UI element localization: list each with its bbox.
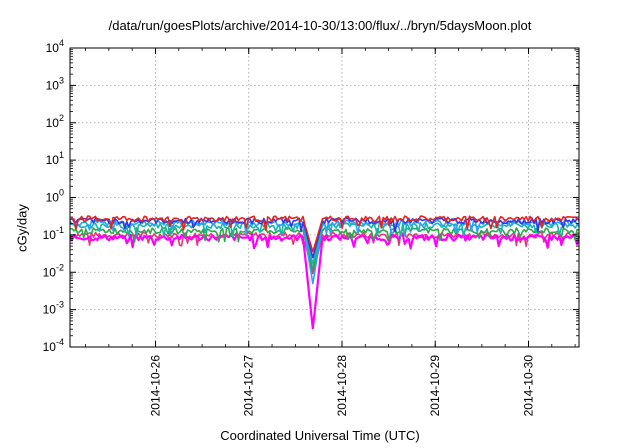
x-tick-label: 2014-10-28 <box>335 355 349 417</box>
y-tick-base: 10 <box>46 78 60 92</box>
series-line <box>69 233 581 330</box>
y-tick-label: 100 <box>46 188 64 205</box>
y-tick-base: 10 <box>46 116 60 130</box>
series-line <box>69 231 580 275</box>
x-tick-labels: 2014-10-26 2014-10-27 2014-10-28 2014-10-29… <box>148 355 535 417</box>
y-tick-base: 10 <box>46 41 60 55</box>
y-tick-exponent: 3 <box>59 75 64 85</box>
y-tick-label: 10-4 <box>43 337 64 354</box>
y-tick-label: 10-1 <box>43 225 64 242</box>
y-tick-exponent: -3 <box>56 300 64 310</box>
series-line <box>69 215 580 253</box>
y-tick-exponent: -1 <box>56 225 64 235</box>
chart-title: /data/run/goesPlots/archive/2014-10-30/1… <box>108 18 532 33</box>
y-tick-label: 102 <box>46 113 64 130</box>
x-tick-label: 2014-10-30 <box>521 355 535 417</box>
y-tick-label: 10-3 <box>43 300 64 317</box>
y-tick-exponent: 2 <box>59 113 64 123</box>
y-tick-label: 101 <box>46 150 64 167</box>
y-tick-exponent: 1 <box>59 150 64 160</box>
y-tick-base: 10 <box>43 303 57 317</box>
series-line <box>69 227 580 271</box>
y-tick-label: 104 <box>46 38 64 55</box>
y-tick-base: 10 <box>46 153 60 167</box>
y-tick-exponent: -4 <box>56 337 64 347</box>
y-tick-base: 10 <box>43 340 57 354</box>
x-axis-label: Coordinated Universal Time (UTC) <box>220 428 420 443</box>
y-tick-exponent: 4 <box>59 38 64 48</box>
y-tick-base: 10 <box>43 228 57 242</box>
x-tick-label: 2014-10-27 <box>242 355 256 417</box>
axis-ticks <box>70 47 579 348</box>
y-tick-label: 10-2 <box>43 262 64 279</box>
series-layer <box>69 215 581 330</box>
series-line <box>69 217 580 259</box>
y-tick-exponent: 0 <box>59 188 64 198</box>
x-tick-label: 2014-10-26 <box>148 355 162 417</box>
y-tick-label: 103 <box>46 75 64 92</box>
y-tick-base: 10 <box>46 191 60 205</box>
y-tick-base: 10 <box>43 265 57 279</box>
y-tick-exponent: -2 <box>56 262 64 272</box>
x-tick-label: 2014-10-29 <box>428 355 442 417</box>
grid-lines <box>70 48 579 347</box>
